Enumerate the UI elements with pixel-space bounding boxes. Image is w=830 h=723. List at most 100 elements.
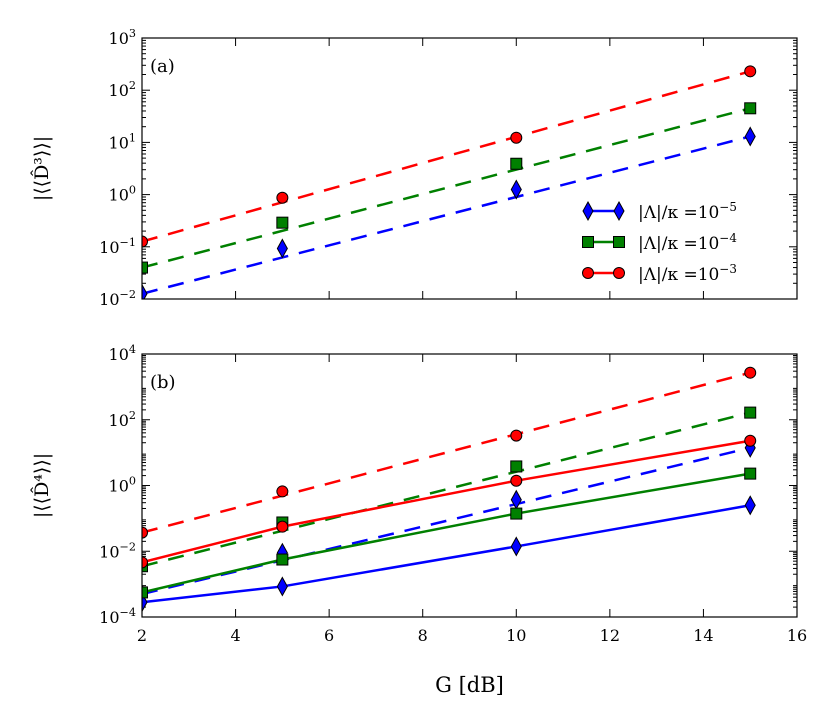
- circle-marker: [276, 191, 289, 204]
- diamond-marker: [142, 283, 148, 299]
- circle-marker: [510, 131, 523, 144]
- y-tick-label-exp: −2: [120, 540, 137, 553]
- y-tick-label: 103: [109, 27, 136, 48]
- square-marker: [142, 586, 148, 599]
- y-tick-label-exp: 1: [129, 131, 136, 144]
- diamond-marker: [613, 200, 625, 222]
- legend-label-base: |Λ|/κ =10: [638, 203, 719, 223]
- circle-marker: [744, 366, 757, 379]
- y-axis-label: |⟨⟨D̂³⟩⟩|: [31, 136, 53, 201]
- y-axis-label: |⟨⟨D̂⁴⟩⟩|: [31, 453, 53, 518]
- square-marker: [510, 460, 523, 473]
- circle-marker: [142, 235, 148, 248]
- y-tick-label-base: 10: [109, 411, 129, 430]
- y-tick-label-base: 10: [99, 608, 119, 627]
- square-marker: [510, 507, 523, 520]
- legend-label-exp: −4: [719, 231, 737, 245]
- y-tick-label-exp: −2: [120, 288, 137, 301]
- legend-label-base: |Λ|/κ =10: [638, 265, 719, 285]
- circle-marker: [582, 267, 594, 279]
- diamond-marker: [744, 495, 756, 516]
- series-3: [142, 495, 756, 613]
- square-marker: [744, 467, 757, 480]
- y-tick-label: 102: [109, 409, 136, 430]
- diamond-marker: [510, 536, 522, 557]
- x-tick-label: 12: [600, 626, 620, 645]
- y-tick-label: 100: [109, 184, 136, 205]
- series-line: [142, 439, 751, 564]
- legend-label: |Λ|/κ =10−3: [638, 262, 737, 285]
- plot-area: [142, 65, 757, 299]
- diamond-marker: [582, 200, 594, 222]
- legend-label: |Λ|/κ =10−5: [638, 200, 737, 223]
- y-tick-label-exp: −1: [120, 236, 137, 249]
- y-tick-label-base: 10: [99, 290, 119, 309]
- y-tick-label-base: 10: [99, 542, 119, 561]
- y-tick-label: 10−2: [99, 540, 136, 561]
- legend-label-base: |Λ|/κ =10: [638, 234, 719, 254]
- x-tick-label: 6: [324, 626, 334, 645]
- axes-frame: [141, 353, 798, 618]
- square-marker: [276, 216, 289, 229]
- legend-label-exp: −3: [719, 262, 737, 276]
- series-line: [142, 107, 751, 269]
- axes-frame: [141, 37, 798, 300]
- y-tick-label-exp: 0: [129, 475, 136, 488]
- legend: |Λ|/κ =10−5|Λ|/κ =10−4|Λ|/κ =10−3: [582, 200, 737, 285]
- legend-label-exp: −5: [719, 200, 737, 214]
- x-tick-label: 4: [230, 626, 240, 645]
- y-tick-label: 102: [109, 79, 136, 100]
- circle-marker: [744, 434, 757, 447]
- y-tick-label-base: 10: [109, 133, 129, 152]
- series-line: [142, 411, 751, 568]
- series-0: [142, 126, 756, 299]
- series-4: [142, 467, 757, 599]
- series-2: [142, 65, 757, 248]
- series-line: [142, 70, 751, 243]
- circle-marker: [744, 65, 757, 78]
- square-marker: [744, 102, 757, 115]
- y-tick-label-base: 10: [109, 477, 129, 496]
- panel-label: (a): [150, 56, 175, 77]
- x-tick-label: 10: [506, 626, 526, 645]
- y-tick-label: 104: [109, 343, 136, 364]
- circle-marker: [142, 526, 148, 539]
- plot-area: [142, 366, 757, 613]
- y-tick-label-exp: −4: [120, 606, 137, 619]
- series-line: [142, 504, 751, 604]
- series-line: [142, 472, 751, 594]
- circle-marker: [142, 556, 148, 569]
- square-marker: [744, 406, 757, 419]
- y-tick-label: 100: [109, 475, 136, 496]
- square-marker: [276, 553, 289, 566]
- diamond-marker: [276, 576, 288, 597]
- diamond-marker: [510, 179, 522, 200]
- circle-marker: [510, 429, 523, 442]
- square-marker: [613, 236, 625, 248]
- y-tick-label-exp: 2: [129, 409, 136, 422]
- y-tick-label-exp: 2: [129, 79, 136, 92]
- series-line: [142, 135, 751, 295]
- panel-label: (b): [150, 372, 176, 393]
- y-tick-label-base: 10: [99, 238, 119, 257]
- series-2: [142, 366, 757, 539]
- x-tick-label: 2: [137, 626, 147, 645]
- x-tick-label: 8: [418, 626, 428, 645]
- circle-marker: [276, 485, 289, 498]
- square-marker: [142, 261, 148, 274]
- y-tick-label: 10−2: [99, 288, 136, 309]
- series-5: [142, 434, 757, 569]
- series-1: [142, 102, 757, 274]
- circle-marker: [510, 474, 523, 487]
- y-tick-label: 10−4: [99, 606, 136, 627]
- legend-label: |Λ|/κ =10−4: [638, 231, 737, 254]
- x-tick-label: 14: [693, 626, 713, 645]
- y-tick-label-exp: 4: [129, 343, 136, 356]
- x-tick-label: 16: [787, 626, 807, 645]
- y-tick-label-base: 10: [109, 81, 129, 100]
- y-tick-label-base: 10: [109, 345, 129, 364]
- y-tick-label: 101: [109, 131, 136, 152]
- y-tick-label-exp: 3: [129, 27, 136, 40]
